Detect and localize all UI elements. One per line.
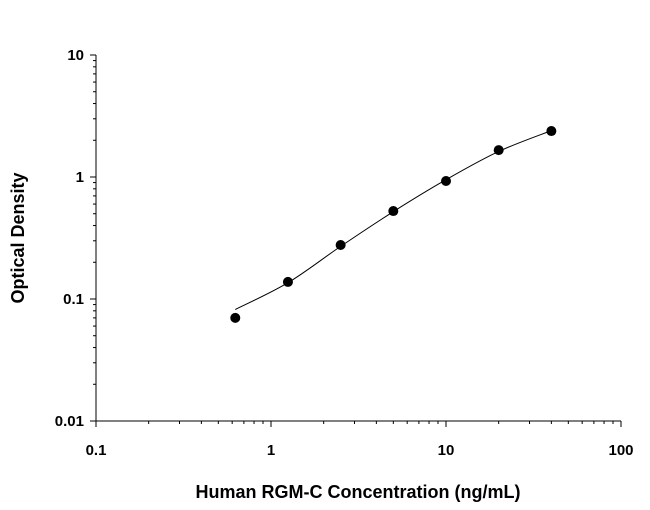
data-point: [546, 126, 557, 137]
x-tick-label: 0.1: [86, 442, 107, 459]
y-axis-title: Optical Density: [8, 172, 28, 303]
data-point: [493, 145, 504, 156]
x-tick-label: 1: [267, 442, 275, 459]
axes: [90, 54, 622, 427]
x-tick-label: 100: [608, 442, 633, 459]
data-point: [441, 176, 451, 187]
data-point: [388, 206, 399, 217]
y-tick-label: 1: [76, 169, 84, 186]
data-point: [335, 240, 346, 251]
x-tick-label: 10: [438, 442, 455, 459]
y-tick-label: 0.01: [55, 413, 84, 430]
y-tick-label: 0.1: [63, 291, 84, 308]
data-points: [230, 126, 557, 323]
y-tick-label: 10: [67, 47, 84, 64]
fit-curve: [235, 130, 552, 310]
data-point: [230, 312, 241, 323]
x-axis-title: Human RGM-C Concentration (ng/mL): [196, 482, 521, 502]
data-point: [282, 276, 293, 287]
